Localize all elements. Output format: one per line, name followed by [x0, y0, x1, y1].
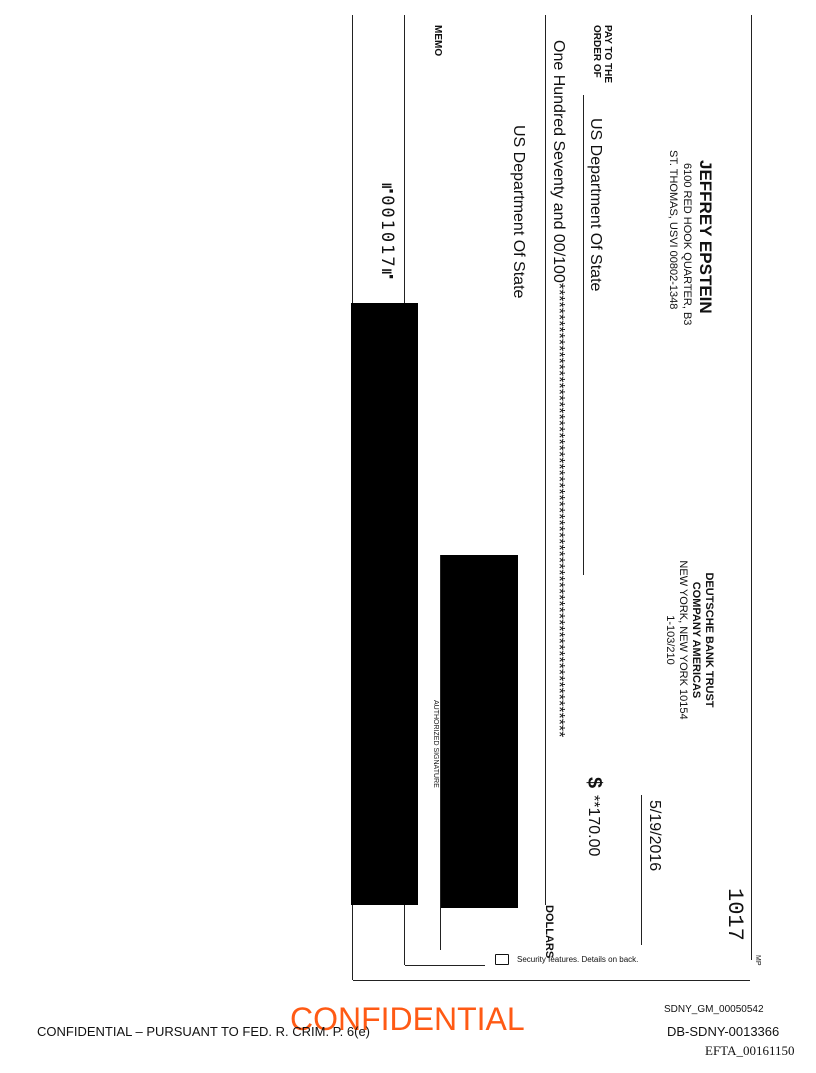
mp-mark: MP: [754, 955, 761, 966]
amount-words-line: [545, 15, 546, 905]
bank-name: DEUTSCHE BANK TRUST COMPANY AMERICAS NEW…: [663, 555, 715, 725]
bates-db: DB-SDNY-0013366: [667, 1024, 780, 1039]
check-body: JEFFREY EPSTEIN 6100 RED HOOK QUARTER, B…: [350, 15, 761, 981]
check-image: JEFFREY EPSTEIN 6100 RED HOOK QUARTER, B…: [350, 15, 761, 981]
payee-line: [583, 95, 584, 575]
signature-label: AUTHORIZED SIGNATURE: [432, 700, 439, 788]
pay-to-label-line-1: PAY TO THE: [602, 25, 613, 83]
micr-line: ⑈001017⑈: [377, 183, 397, 281]
security-note: Security features. Details on back.: [495, 954, 638, 965]
confidential-notice: CONFIDENTIAL – PURSUANT TO FED. R. CRIM.…: [37, 1024, 371, 1039]
padlock-icon: [495, 954, 509, 965]
date-line: [641, 795, 642, 945]
check-top-edge: [751, 15, 752, 960]
bank-name-line-1: DEUTSCHE BANK TRUST: [703, 572, 715, 708]
amount-in-words: One Hundred Seventy and 00/100**********…: [550, 40, 567, 738]
bank-city: NEW YORK, NEW YORK 10154: [677, 560, 689, 720]
memo-label: MEMO: [432, 25, 443, 57]
redaction-signature: [441, 555, 518, 908]
payee-name: US Department Of State: [587, 118, 604, 292]
bank-routing-fraction: 1-103/210: [664, 615, 676, 665]
check-number: 1017: [722, 888, 747, 941]
address-line-2: ST. THOMAS, USVI 00802-1348: [667, 150, 679, 310]
bates-efta: EFTA_00161150: [705, 1043, 795, 1058]
bates-gm: SDNY_GM_00050542: [664, 1004, 764, 1015]
account-holder-name: JEFFREY EPSTEIN: [696, 160, 715, 314]
redaction-account-number: [351, 303, 418, 905]
bank-name-line-2: COMPANY AMERICAS: [690, 581, 702, 699]
payee-address: US Department Of State: [510, 125, 527, 299]
check-right-edge: [353, 980, 750, 981]
memo-line-end: [405, 965, 485, 966]
dollar-sign: $: [583, 777, 605, 789]
dollars-label: DOLLARS: [543, 905, 555, 959]
pay-to-label-line-2: ORDER OF: [591, 25, 602, 78]
confidential-stamp: CONFIDENTIAL: [290, 1001, 525, 1037]
amount: **170.00: [585, 795, 602, 857]
address-line-1: 6100 RED HOOK QUARTER, B3: [681, 163, 693, 326]
date: 5/19/2016: [646, 800, 663, 872]
pay-to-label: PAY TO THE ORDER OF: [591, 25, 613, 83]
security-note-text: Security features. Details on back.: [517, 955, 639, 964]
